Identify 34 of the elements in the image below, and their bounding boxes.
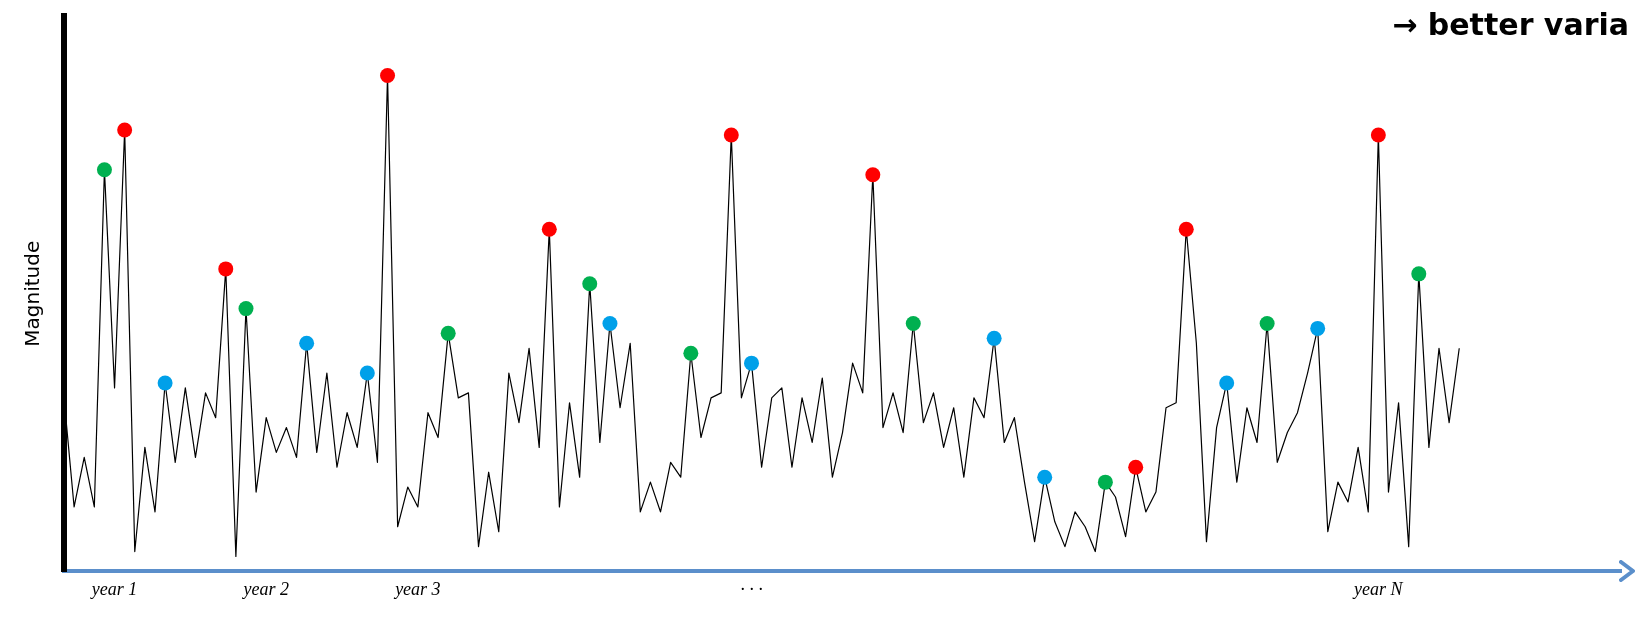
x-tick-label: year 3 xyxy=(393,578,441,599)
point xyxy=(744,355,760,371)
point xyxy=(541,221,557,237)
point xyxy=(359,365,375,381)
text: → better varia xyxy=(1392,6,1629,42)
point xyxy=(1219,375,1235,391)
x-tick-label: year 1 xyxy=(89,578,138,599)
point xyxy=(238,301,254,317)
point xyxy=(157,375,173,391)
point xyxy=(986,330,1002,346)
point xyxy=(96,162,112,178)
point xyxy=(1310,320,1326,336)
x-tick-label: · · · xyxy=(740,578,763,599)
point xyxy=(582,276,598,292)
point xyxy=(1259,315,1275,331)
point xyxy=(905,315,921,331)
point xyxy=(602,315,618,331)
point xyxy=(117,122,133,138)
point xyxy=(683,345,699,361)
point xyxy=(1097,474,1113,490)
x-tick-label: year 2 xyxy=(241,578,289,599)
point xyxy=(218,261,234,277)
point xyxy=(299,335,315,351)
point xyxy=(1128,459,1144,475)
point xyxy=(723,127,739,143)
point xyxy=(1037,469,1053,485)
point xyxy=(380,68,396,84)
point xyxy=(1370,127,1386,143)
point xyxy=(1178,221,1194,237)
point xyxy=(865,167,881,183)
point xyxy=(440,325,456,341)
y-axis-title: Magnitude xyxy=(20,240,45,347)
point xyxy=(1411,266,1427,282)
x-tick-label: year N xyxy=(1352,578,1404,599)
